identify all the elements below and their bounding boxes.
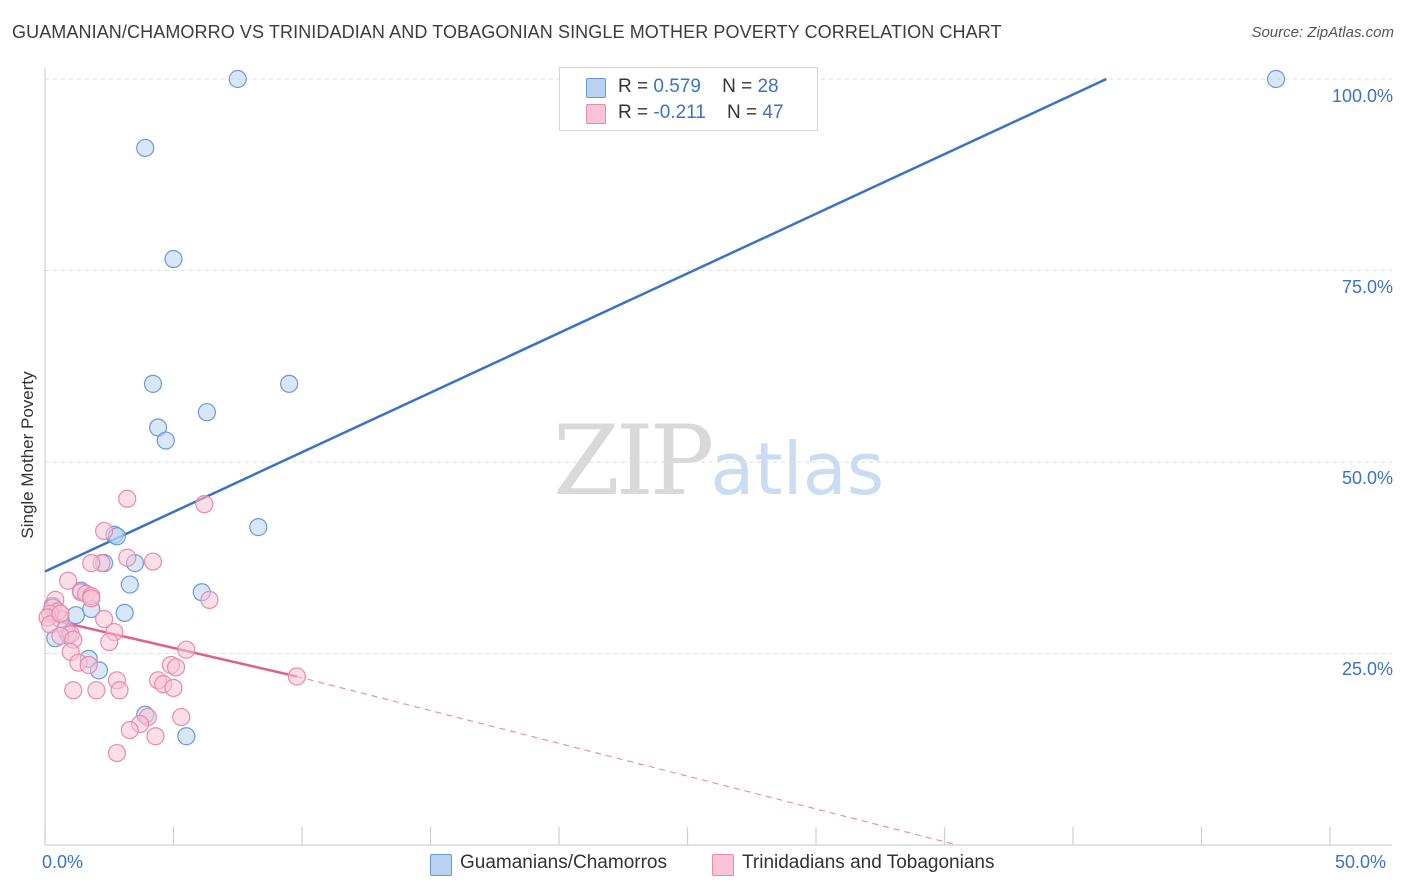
chart-title: GUAMANIAN/CHAMORRO VS TRINIDADIAN AND TO… <box>12 22 1002 42</box>
point-pink-4 <box>143 552 163 571</box>
point-pink-27 <box>177 640 196 659</box>
pink-swatch <box>712 854 734 876</box>
point-pink-37 <box>64 681 83 700</box>
point-pink-13 <box>200 590 219 609</box>
trend-lines <box>44 77 1107 846</box>
trend-line-pink <box>44 617 298 678</box>
point-blue-9 <box>249 518 268 537</box>
stats-text: R = -0.211 N = 47 <box>618 102 784 123</box>
watermark-zip: ZIP <box>553 405 714 517</box>
point-blue-18 <box>115 603 134 623</box>
source-label: Source: ZipAtlas.com <box>1251 24 1394 41</box>
point-pink-29 <box>166 658 186 677</box>
r-value: -0.211 <box>653 102 706 123</box>
axes <box>44 68 1392 846</box>
point-pink-41 <box>172 707 191 727</box>
point-pink-31 <box>79 655 98 675</box>
point-pink-38 <box>87 681 106 700</box>
blue-swatch <box>430 854 452 876</box>
blue-swatch <box>586 78 606 98</box>
point-pink-18 <box>95 609 114 629</box>
point-pink-7 <box>59 571 78 590</box>
trend-line-blue <box>44 77 1107 573</box>
r-value: 0.579 <box>653 76 701 97</box>
legend-label: Trinidadians and Tobagonians <box>742 852 995 873</box>
point-blue-3 <box>164 249 183 269</box>
grid-lines <box>45 78 1392 654</box>
point-pink-1 <box>195 495 214 514</box>
pink-swatch <box>586 104 606 124</box>
x-tick-label-50: 50.0% <box>1335 852 1387 872</box>
point-pink-32 <box>287 667 306 686</box>
y-tick-label-75: 75.0% <box>1341 277 1393 297</box>
y-tick-label-100: 100.0% <box>1331 86 1393 106</box>
point-blue-8 <box>156 431 175 450</box>
trend-extension-pink <box>296 675 958 846</box>
y-tick-label-50: 50.0% <box>1341 468 1393 488</box>
stats-text: R = 0.579 N = 28 <box>618 76 779 97</box>
point-blue-1 <box>1266 69 1286 89</box>
data-points <box>38 69 1286 763</box>
point-pink-46 <box>51 604 70 623</box>
point-blue-27 <box>177 727 196 746</box>
point-pink-3 <box>118 548 137 567</box>
point-pink-25 <box>100 632 119 652</box>
watermark: ZIPatlas <box>553 405 884 517</box>
point-blue-14 <box>120 575 139 594</box>
point-blue-4 <box>143 374 163 393</box>
watermark-atlas: atlas <box>710 427 885 511</box>
x-tick-label-0: 0.0% <box>42 852 84 872</box>
legend-label: Guamanians/Chamorros <box>460 852 667 873</box>
point-pink-2 <box>95 521 114 541</box>
point-pink-36 <box>164 678 183 698</box>
point-blue-5 <box>280 374 299 393</box>
n-value: 28 <box>757 76 779 97</box>
y-tick-label-25: 25.0% <box>1341 659 1393 679</box>
point-blue-2 <box>136 138 155 158</box>
point-pink-43 <box>120 720 139 740</box>
point-pink-44 <box>146 727 165 746</box>
point-pink-45 <box>107 743 127 763</box>
point-pink-0 <box>118 489 137 508</box>
point-pink-12 <box>82 589 101 608</box>
n-value: 47 <box>762 102 784 123</box>
point-pink-6 <box>82 554 101 573</box>
point-blue-0 <box>228 69 247 89</box>
point-blue-6 <box>197 403 217 422</box>
point-pink-39 <box>110 681 129 700</box>
stats-legend: R = 0.579 N = 28 R = -0.211 N = 47 <box>559 67 818 131</box>
y-axis-label: Single Mother Poverty <box>18 371 37 539</box>
